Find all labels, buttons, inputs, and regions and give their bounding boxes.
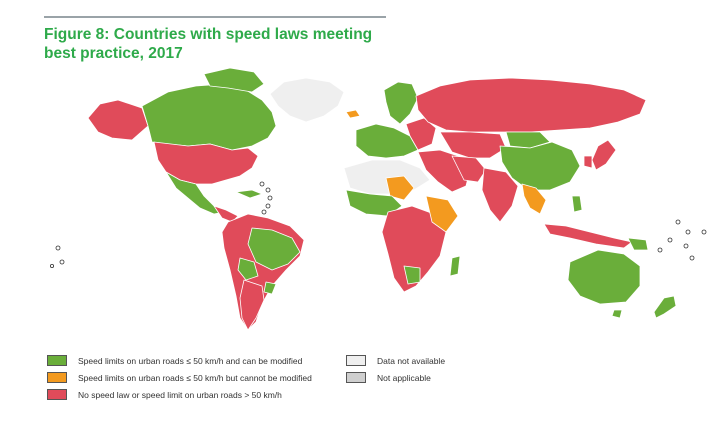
region-scandinavia	[383, 81, 419, 125]
region-philippines	[571, 195, 583, 213]
region-south-africa	[403, 265, 421, 285]
region-southeast-asia	[521, 183, 547, 215]
region-caribbean	[235, 189, 263, 199]
island-marker	[683, 243, 689, 249]
island-marker	[267, 195, 273, 201]
region-russia	[415, 77, 647, 133]
island-marker	[55, 245, 61, 251]
region-east-africa	[425, 195, 459, 233]
region-iceland	[345, 109, 361, 119]
title-rule	[44, 16, 386, 18]
region-india	[481, 167, 519, 223]
island-marker	[675, 219, 681, 225]
island-marker	[689, 255, 695, 261]
island-marker	[259, 181, 265, 187]
region-eastern-europe	[405, 117, 437, 151]
region-western-europe	[355, 123, 419, 159]
region-png	[627, 237, 649, 251]
region-bolivia	[237, 257, 259, 281]
island-marker	[265, 203, 271, 209]
region-madagascar	[449, 255, 461, 277]
island-marker	[59, 259, 65, 265]
region-greenland	[269, 77, 345, 123]
island-marker	[261, 209, 267, 215]
island-marker	[667, 237, 673, 243]
region-alaska	[87, 99, 149, 141]
region-china	[499, 141, 581, 191]
island-marker	[701, 229, 707, 235]
region-korea	[583, 155, 593, 169]
region-north-africa	[343, 159, 431, 195]
region-iran	[451, 155, 487, 183]
region-central-asia	[439, 131, 507, 159]
region-tasmania	[611, 309, 623, 319]
island-marker	[50, 263, 55, 268]
region-uruguay	[263, 281, 277, 295]
island-marker	[685, 229, 691, 235]
region-japan	[591, 139, 617, 171]
figure-title: Figure 8: Countries with speed laws meet…	[44, 26, 373, 62]
region-new-zealand	[653, 295, 677, 319]
region-australia	[567, 249, 641, 305]
region-canada-arctic	[203, 67, 265, 93]
region-indonesia	[543, 223, 633, 249]
region-sahel-partial	[385, 175, 415, 201]
island-marker	[657, 247, 663, 253]
island-marker	[265, 187, 271, 193]
region-argentina	[239, 279, 265, 331]
region-brazil	[247, 227, 301, 271]
region-canada	[141, 83, 277, 151]
